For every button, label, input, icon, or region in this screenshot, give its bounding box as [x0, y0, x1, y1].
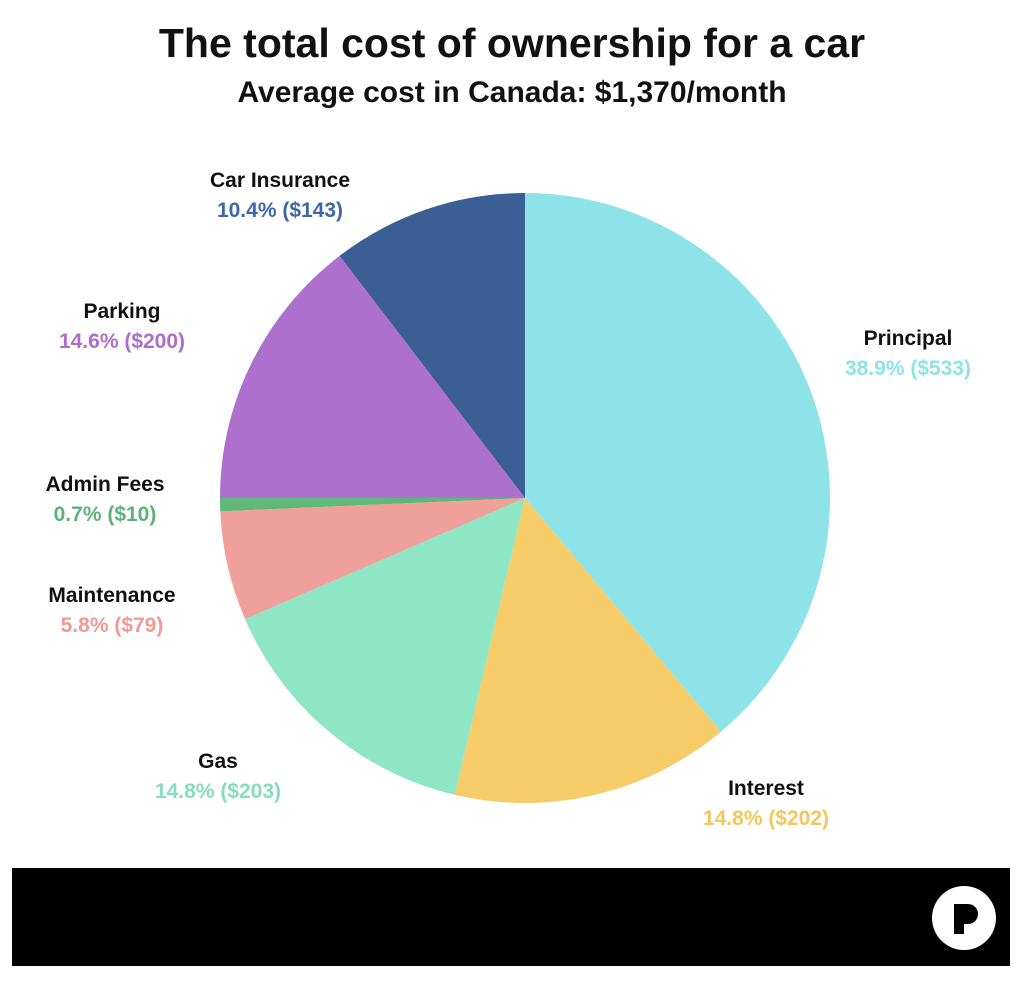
pie-chart: Principal 38.9% ($533) Interest 14.8% ($202… [45, 169, 971, 830]
pie-slice-car-insurance [339, 193, 525, 498]
pie-slice-parking [220, 255, 525, 498]
slice-label: Parking [83, 300, 160, 323]
slice-value-label: 0.7% ($10) [54, 503, 157, 526]
chart-title: The total cost of ownership for a car [158, 20, 866, 66]
pie-slice-principal [525, 193, 831, 732]
pie-slice-maintenance [220, 498, 525, 620]
slice-label: Admin Fees [45, 473, 164, 496]
pie-slice-admin-fees [220, 498, 525, 512]
chart-subtitle: Average cost in Canada: $1,370/month [237, 76, 787, 109]
slice-label: Car Insurance [210, 169, 350, 192]
pie-slice-interest [454, 498, 721, 804]
slice-label: Maintenance [48, 584, 175, 607]
slice-value-label: 38.9% ($533) [845, 357, 971, 380]
brand-r-logo-icon [932, 886, 996, 950]
slice-value-label: 5.8% ($79) [61, 614, 164, 637]
slice-value-label: 10.4% ($143) [217, 199, 343, 222]
pie-slices [220, 193, 831, 804]
pie-labels: Principal 38.9% ($533) Interest 14.8% ($202… [45, 169, 971, 830]
slice-label: Principal [864, 327, 953, 350]
slice-label: Interest [728, 777, 804, 800]
slice-value-label: 14.8% ($202) [703, 807, 829, 830]
slice-label: Gas [198, 750, 238, 773]
slice-value-label: 14.8% ($203) [155, 780, 281, 803]
pie-slice-gas [245, 498, 525, 795]
slice-value-label: 14.6% ($200) [59, 330, 185, 353]
footer-bar [12, 868, 1010, 966]
